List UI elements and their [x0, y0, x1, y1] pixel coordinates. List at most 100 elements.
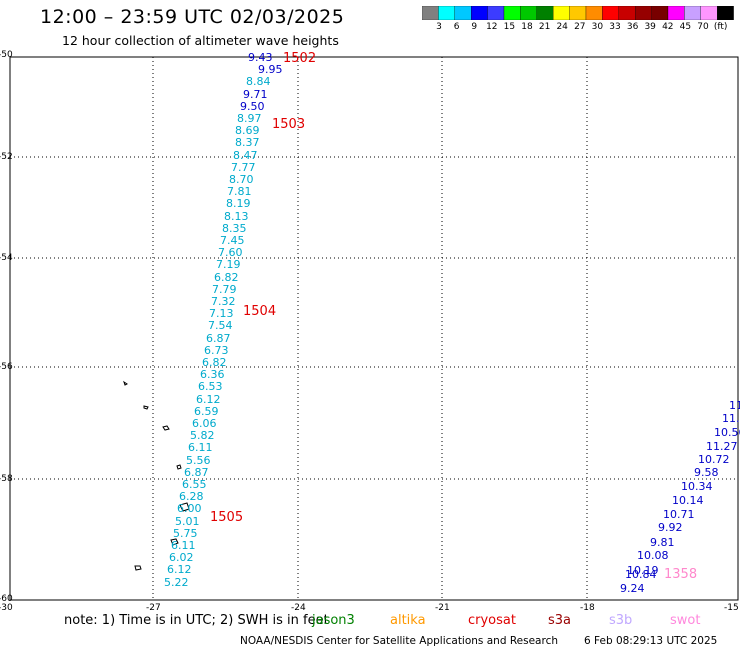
swh-value: 6.12: [167, 563, 192, 577]
graticule: [10, 57, 738, 600]
colorbar-label: 21: [538, 22, 551, 32]
island: [123, 380, 128, 386]
swh-value: 9.50: [240, 99, 265, 113]
swh-value: 6.11: [188, 441, 213, 455]
swh-value: 8.97: [237, 112, 262, 125]
swh-value: 7.54: [208, 319, 233, 333]
colorbar-label: 15: [503, 22, 516, 32]
colorbar-swatch: [651, 6, 669, 20]
swh-value: 5.75: [173, 526, 198, 540]
colorbar-label: 33: [609, 22, 621, 32]
swh-value: 5.01: [175, 514, 200, 528]
satellite-legend-item: swot: [670, 613, 701, 628]
swh-value: 11: [729, 399, 740, 412]
latitude-label: -60: [0, 594, 13, 604]
satellite-legend-item: cryosat: [468, 613, 516, 628]
swh-value: 9.95: [258, 63, 283, 77]
swh-value: 8.37: [235, 136, 260, 150]
swh-value: 10.72: [698, 453, 730, 466]
colorbar-label: 6: [453, 22, 460, 32]
longitude-label: -15: [724, 603, 739, 613]
colorbar-label: 18: [521, 22, 533, 32]
colorbar-swatch: [602, 6, 619, 20]
swh-value: 6.87: [184, 465, 209, 479]
colorbar-swatch: [520, 6, 537, 20]
colorbar-swatch: [553, 6, 570, 20]
swh-value: 10.19: [627, 564, 659, 577]
swh-value: 5.82: [190, 429, 215, 443]
map-frame: [9, 56, 739, 601]
swh-value: 8.84: [246, 75, 271, 89]
swh-value: 6.55: [182, 478, 207, 491]
swh-value: 10.71: [663, 508, 695, 521]
swh-value: 8.69: [235, 124, 260, 138]
swh-value: 6.59: [194, 404, 219, 418]
colorbar-swatch: [438, 6, 455, 20]
colorbar-label: 30: [591, 22, 604, 32]
colorbar-label: 45: [679, 22, 692, 32]
swh-value: 10.84: [625, 568, 657, 581]
swh-value: 9.58: [694, 466, 719, 479]
colorbar-swatch: [667, 6, 685, 20]
colorbar-swatch: [454, 6, 472, 20]
swh-value: 6.53: [198, 380, 223, 394]
swh-value: 6.36: [200, 368, 225, 382]
swh-value: 7.79: [212, 282, 237, 296]
satellite-legend-item: s3a: [548, 613, 572, 628]
longitude-label: -24: [291, 603, 306, 613]
swh-value: 9.81: [650, 536, 675, 549]
swh-value: 9.92: [658, 521, 683, 534]
colorbar-label: (ft): [713, 22, 728, 32]
colorbar-label: 70: [697, 22, 709, 32]
longitude-label: -21: [435, 603, 450, 613]
island: [170, 538, 179, 546]
colorbar-label: 42: [662, 22, 674, 32]
colorbar-swatch: [618, 6, 636, 20]
colorbar-swatch: [536, 6, 554, 20]
swh-value: 8.35: [222, 221, 247, 235]
latitude-label: -58: [0, 474, 13, 484]
satellite-legend-item: s3b: [609, 613, 633, 628]
islands: [123, 380, 190, 571]
swh-value: 10.14: [672, 494, 704, 507]
pass-number: 1505: [210, 510, 244, 525]
swh-value: 6.00: [177, 502, 202, 516]
colorbar-swatch: [422, 6, 439, 20]
page-title: 12:00 – 23:59 UTC 02/03/2025: [40, 6, 345, 28]
page-subtitle: 12 hour collection of altimeter wave hei…: [62, 33, 339, 48]
colorbar-label: 24: [556, 22, 568, 32]
latitude-label: -50: [0, 50, 13, 60]
colorbar-swatch: [700, 6, 718, 20]
colorbar-swatch: [569, 6, 587, 20]
footnote: note: 1) Time is in UTC; 2) SWH is in fe…: [64, 613, 329, 628]
swh-value: 7.13: [209, 307, 234, 321]
swh-value: 7.19: [216, 258, 241, 272]
colorbar-swatch: [684, 6, 701, 20]
swh-value: 5.22: [164, 575, 189, 589]
swh-value: 7.45: [220, 234, 245, 247]
swh-value: 6.12: [196, 392, 221, 406]
pass-number: 1358: [664, 567, 698, 582]
colorbar-label: 36: [626, 22, 639, 32]
satellite-legend-item: jason3: [312, 613, 355, 628]
pass-number: 1504: [243, 304, 277, 319]
latitude-label: -56: [0, 362, 13, 372]
credit-line: NOAA/NESDIS Center for Satellite Applica…: [240, 635, 558, 647]
swh-value: 11.: [722, 412, 740, 425]
swh-value: 5.56: [186, 453, 211, 467]
swh-value: 8.47: [233, 148, 258, 162]
island: [179, 502, 190, 512]
latitude-label: -54: [0, 253, 13, 263]
colorbar-swatch: [503, 6, 521, 20]
latitude-label: -52: [0, 152, 13, 162]
longitude-label: -30: [0, 603, 13, 613]
island: [162, 425, 170, 431]
swh-value: 10.34: [681, 480, 713, 493]
colorbar-swatch: [487, 6, 505, 20]
swh-value: 6.82: [214, 270, 239, 284]
colorbar-labels: 3 6 9 12 15 18 21 24 27 30 33 36 39 42 45 70 (ft): [422, 22, 740, 34]
swh-value: 6.82: [202, 356, 227, 369]
swh-value: 9.43: [248, 51, 273, 64]
colorbar-label: 27: [574, 22, 586, 32]
swh-value: 10.08: [637, 549, 669, 562]
